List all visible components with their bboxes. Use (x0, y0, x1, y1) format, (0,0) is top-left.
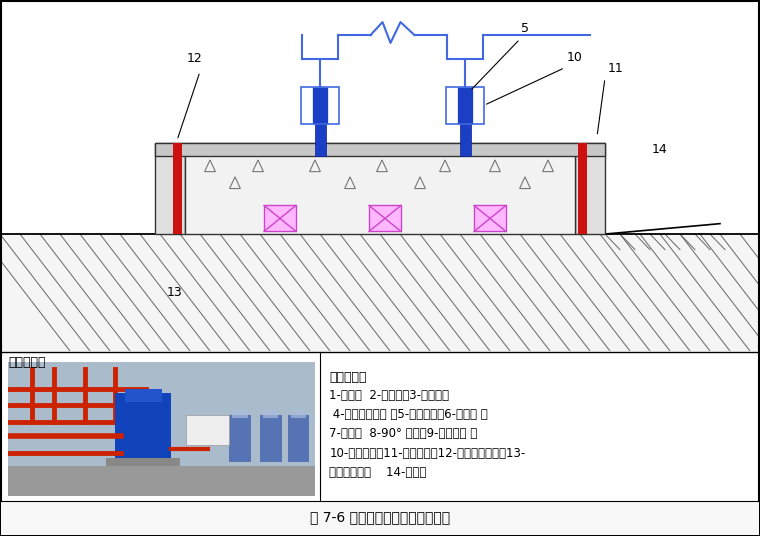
Bar (291, 410, 306, 418)
Bar (155, 143, 185, 234)
Text: 10-浮动底座；11-隔离夹板；12-外部等级夹板；13-: 10-浮动底座；11-隔离夹板；12-外部等级夹板；13- (329, 447, 526, 460)
Bar (8, 466, 315, 496)
Bar (264, 205, 296, 232)
Bar (116, 392, 171, 466)
Bar (125, 389, 161, 402)
Bar (575, 143, 605, 234)
Bar (369, 205, 401, 232)
Bar (315, 110, 326, 156)
Bar (578, 143, 587, 234)
Text: 10: 10 (567, 51, 583, 64)
Bar (263, 410, 278, 418)
Bar (8, 362, 315, 466)
Bar (260, 415, 281, 462)
Bar (186, 415, 230, 445)
Bar (460, 110, 471, 156)
Bar (288, 415, 309, 462)
Text: 实施案例：: 实施案例： (8, 355, 46, 369)
Bar (106, 458, 180, 466)
Bar (301, 87, 339, 123)
Bar (173, 143, 182, 234)
Text: 5: 5 (521, 22, 529, 35)
Bar (1, 501, 759, 535)
Bar (155, 143, 605, 156)
Text: 图 7-6 立式水泵与管路连接示意图: 图 7-6 立式水泵与管路连接示意图 (310, 510, 450, 525)
Bar (230, 415, 251, 462)
Text: 符号说明：: 符号说明： (329, 371, 367, 384)
Text: 12: 12 (187, 52, 203, 65)
Text: 4-压力表连旋塞 ；5-立式水泵；6-止回阀 ；: 4-压力表连旋塞 ；5-立式水泵；6-止回阀 ； (329, 408, 488, 421)
Text: 11: 11 (608, 62, 624, 76)
Bar (474, 205, 506, 232)
Bar (446, 87, 484, 123)
Text: 隔振橡胶垫；    14-地面；: 隔振橡胶垫； 14-地面； (329, 466, 426, 479)
Bar (0, 234, 760, 351)
Bar (185, 143, 575, 234)
Bar (233, 410, 248, 418)
Text: 7-支架；  8-90° 弯头；9-弹性吊架 ；: 7-支架； 8-90° 弯头；9-弹性吊架 ； (329, 428, 477, 441)
Text: 14: 14 (652, 143, 668, 156)
Text: 13: 13 (167, 286, 183, 299)
Text: 1-闸阀；  2-除污器；3-软接头；: 1-闸阀； 2-除污器；3-软接头； (329, 389, 449, 401)
